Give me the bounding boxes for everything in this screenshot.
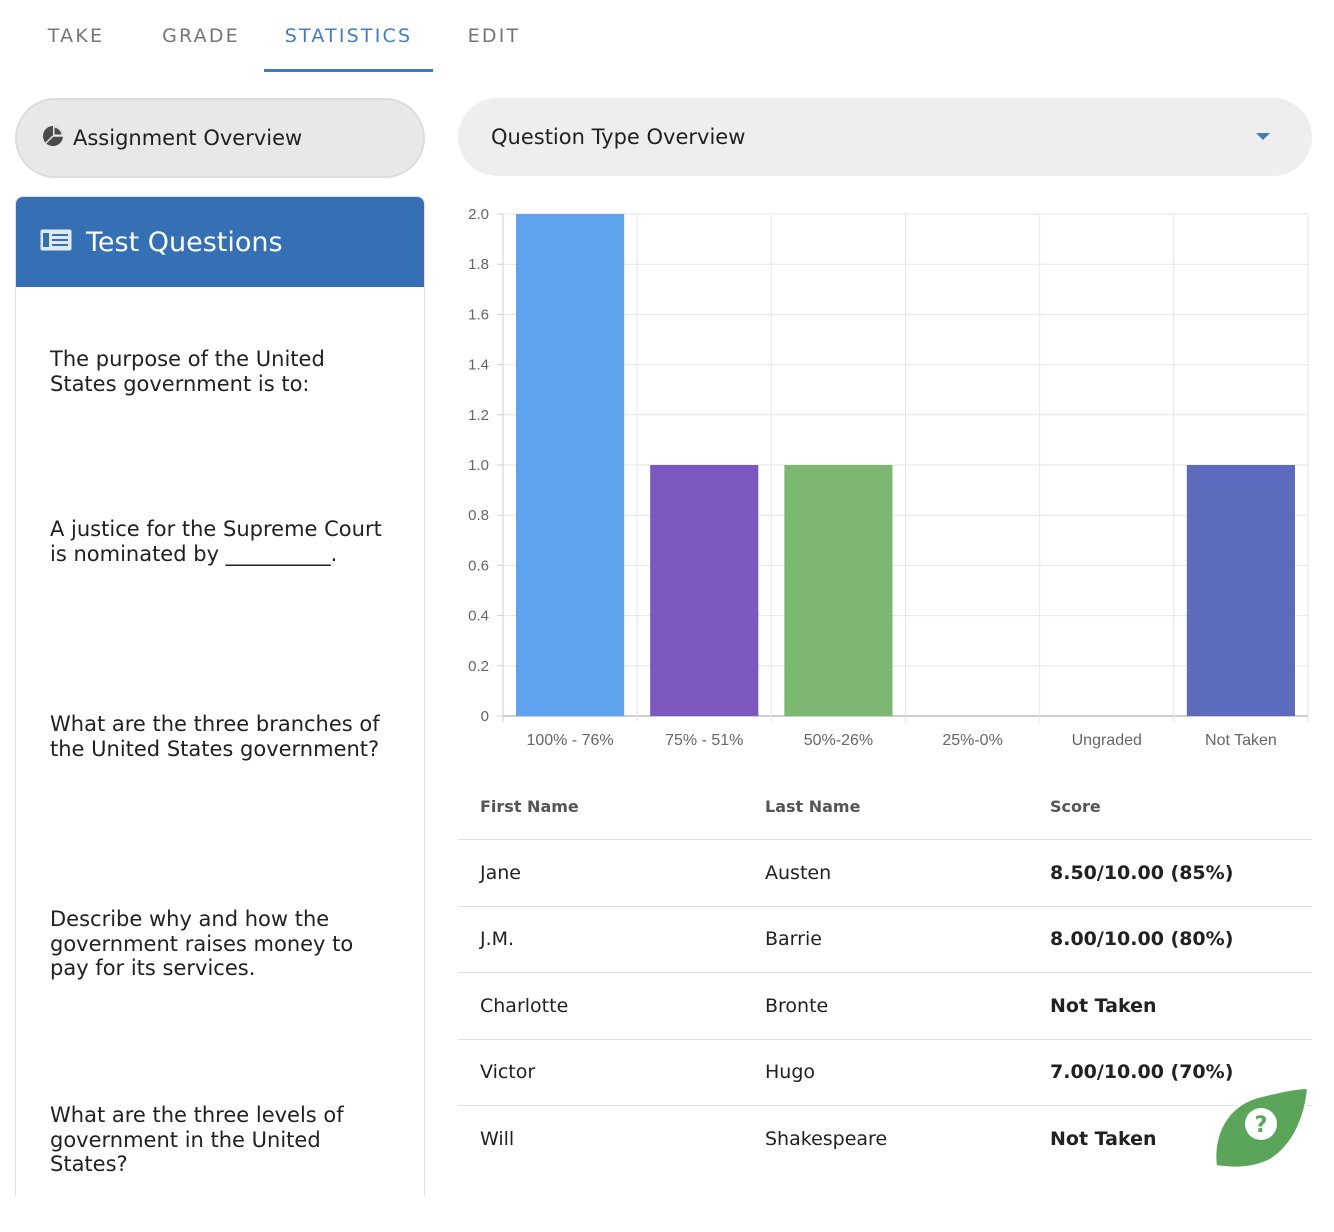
question-item[interactable]: Describe why and how the government rais… xyxy=(50,907,354,980)
bar xyxy=(1186,465,1295,716)
chevron-down-icon xyxy=(1256,133,1270,140)
question-item[interactable]: What are the three branches of the Unite… xyxy=(50,712,380,761)
cell-first-name: Victor xyxy=(480,1061,536,1084)
y-tick-label: 1.8 xyxy=(468,256,489,273)
y-tick-label: 0.2 xyxy=(468,658,489,675)
table-row[interactable]: Jane Austen 8.50/10.00 (85%) xyxy=(458,840,1312,907)
tab-take[interactable]: TAKE xyxy=(47,25,105,47)
cell-score: 8.50/10.00 (85%) xyxy=(1050,861,1234,884)
help-icon: ? xyxy=(1214,1086,1310,1169)
cell-score: Not Taken xyxy=(1050,1128,1157,1151)
assignment-overview-label: Assignment Overview xyxy=(73,126,303,150)
tab-bar: TAKE GRADE STATISTICS EDIT xyxy=(26,0,555,72)
y-tick-label: 1.6 xyxy=(468,306,489,323)
y-tick-label: 1.2 xyxy=(468,407,489,424)
table-row[interactable]: J.M. Barrie 8.00/10.00 (80%) xyxy=(458,907,1312,973)
x-tick-label: Not Taken xyxy=(1205,732,1277,749)
pie-chart-icon xyxy=(41,124,65,153)
table-header: First Name Last Name Score xyxy=(458,774,1312,840)
y-tick-label: 1.4 xyxy=(468,357,489,374)
x-tick-label: 25%-0% xyxy=(942,732,1002,749)
column-header-last-name[interactable]: Last Name xyxy=(765,797,861,816)
cell-last-name: Bronte xyxy=(765,994,829,1017)
y-tick-label: 0.8 xyxy=(468,507,489,524)
y-tick-label: 2.0 xyxy=(468,206,489,223)
question-type-dropdown[interactable]: Question Type Overview xyxy=(458,98,1312,176)
bar xyxy=(784,465,893,716)
tab-edit[interactable]: EDIT xyxy=(467,25,521,47)
y-tick-label: 0.4 xyxy=(468,608,489,625)
cell-last-name: Barrie xyxy=(765,928,822,951)
cell-last-name: Hugo xyxy=(765,1061,816,1084)
help-label: ? xyxy=(1255,1113,1268,1138)
cell-first-name: J.M. xyxy=(480,928,515,951)
question-item[interactable]: What are the three levels of government … xyxy=(50,1103,344,1176)
table-row[interactable]: Charlotte Bronte Not Taken xyxy=(458,973,1312,1040)
column-header-score[interactable]: Score xyxy=(1050,797,1101,816)
cell-first-name: Jane xyxy=(480,861,521,884)
column-header-first-name[interactable]: First Name xyxy=(480,797,579,816)
question-item[interactable]: A justice for the Supreme Court is nomin… xyxy=(50,517,382,566)
question-item[interactable]: The purpose of the United States governm… xyxy=(50,347,325,396)
question-type-bar-chart: 0 0.2 0.4 0.6 0.8 1.0 1.2 1.4 1.6 1.8 2.0 100% - 76… xyxy=(468,206,1309,749)
assignment-overview-button[interactable]: Assignment Overview xyxy=(15,98,425,178)
y-tick-label: 1.0 xyxy=(468,457,489,474)
cell-score: 8.00/10.00 (80%) xyxy=(1050,928,1234,951)
cell-first-name: Charlotte xyxy=(480,994,569,1017)
cell-last-name: Shakespeare xyxy=(765,1128,888,1151)
cell-score: 7.00/10.00 (70%) xyxy=(1050,1061,1234,1084)
test-questions-header: Test Questions xyxy=(16,197,424,287)
bar xyxy=(516,214,625,716)
cell-first-name: Will xyxy=(480,1128,515,1151)
dropdown-value: Question Type Overview xyxy=(491,125,746,149)
x-tick-label: Ungraded xyxy=(1072,732,1142,749)
table-row[interactable]: Victor Hugo 7.00/10.00 (70%) xyxy=(458,1040,1312,1106)
tab-grade[interactable]: GRADE xyxy=(162,25,240,47)
y-tick-label: 0 xyxy=(481,708,489,725)
test-questions-panel: Test Questions The purpose of the United… xyxy=(15,196,425,1196)
x-tick-label: 100% - 76% xyxy=(526,732,613,749)
x-tick-label: 50%-26% xyxy=(804,732,873,749)
x-tick-label: 75% - 51% xyxy=(665,732,743,749)
y-tick-label: 0.6 xyxy=(468,557,489,574)
cell-score: Not Taken xyxy=(1050,994,1157,1017)
scores-table: First Name Last Name Score Jane Austen 8… xyxy=(458,774,1312,1173)
table-row[interactable]: Will Shakespeare Not Taken xyxy=(458,1106,1312,1173)
list-card-icon xyxy=(40,229,72,256)
cell-last-name: Austen xyxy=(765,861,832,884)
tab-statistics[interactable]: STATISTICS xyxy=(264,0,433,72)
help-button[interactable]: ? xyxy=(1210,1086,1310,1170)
bar xyxy=(650,465,759,716)
test-questions-title: Test Questions xyxy=(86,226,283,258)
